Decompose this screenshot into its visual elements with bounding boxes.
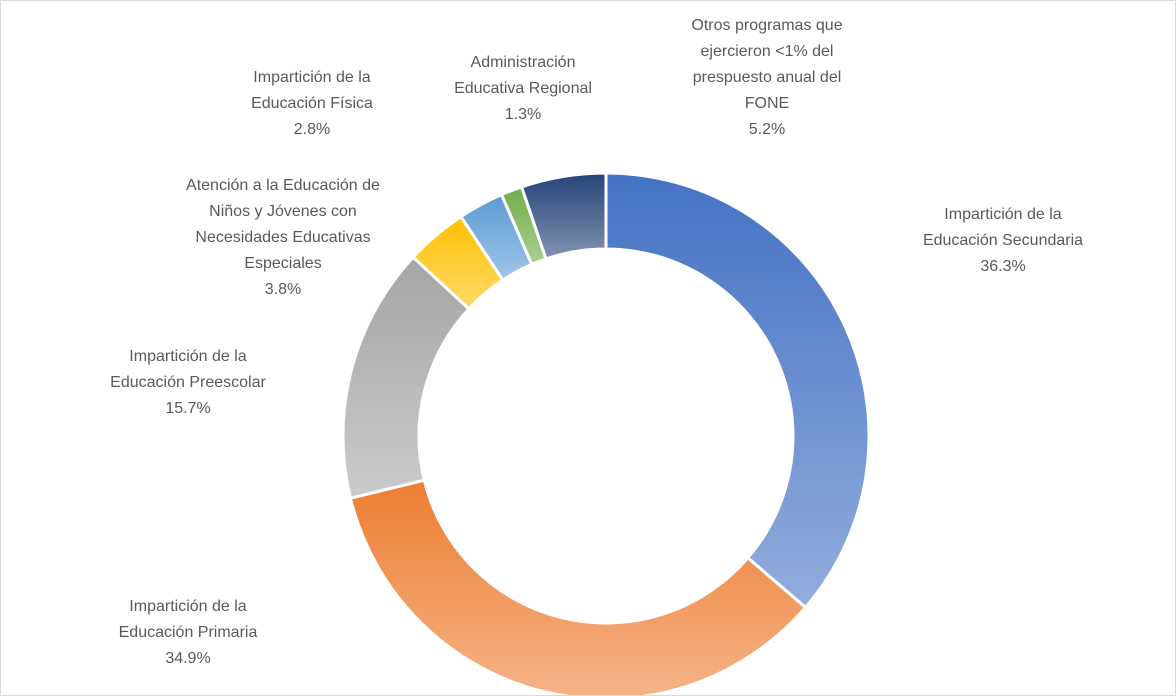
data-label: Impartición de la Educación Física 2.8% [232, 65, 392, 143]
data-label: Impartición de la Educación Secundaria 36… [906, 202, 1101, 280]
value-label: 15.7% [165, 400, 211, 417]
value-label: 34.9% [165, 650, 211, 667]
value-label: 2.8% [293, 121, 331, 138]
donut-segment [604, 171, 871, 610]
category-label: Impartición de la Educación Primaria [118, 598, 258, 641]
category-label: Impartición de la Educación Física [251, 69, 373, 112]
category-label: Impartición de la Educación Preescolar [110, 348, 266, 391]
value-label: 36.3% [980, 258, 1026, 275]
category-label: Atención a la Educación de Niños y Jóven… [186, 177, 380, 272]
data-label: Impartición de la Educación Preescolar 15… [93, 344, 283, 422]
data-label: Atención a la Educación de Niños y Jóven… [183, 173, 383, 303]
donut-segment [348, 478, 808, 695]
data-label: Otros programas que ejercieron <1% del p… [680, 13, 855, 143]
value-label: 1.3% [504, 106, 542, 123]
category-label: Administración Educativa Regional [454, 54, 592, 97]
donut-segment [519, 171, 608, 261]
category-label: Otros programas que ejercieron <1% del p… [691, 17, 843, 112]
category-label: Impartición de la Educación Secundaria [922, 206, 1084, 249]
data-label: Impartición de la Educación Primaria 34.9… [93, 594, 283, 672]
value-label: 5.2% [748, 121, 786, 138]
value-label: 3.8% [264, 281, 302, 298]
data-label: Administración Educativa Regional 1.3% [443, 50, 603, 128]
